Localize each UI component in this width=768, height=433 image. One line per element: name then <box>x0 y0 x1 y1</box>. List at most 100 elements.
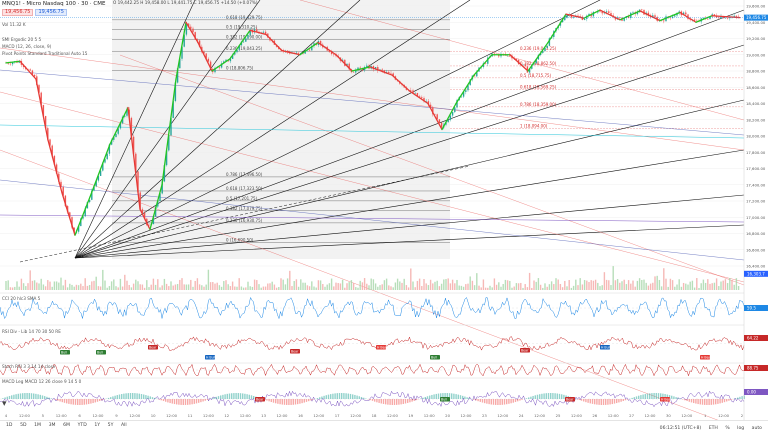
volume-bar <box>410 268 411 290</box>
macd-histogram-bar <box>436 394 437 399</box>
macd-histogram-bar <box>290 399 291 405</box>
macd-histogram-bar <box>301 399 302 403</box>
cci-pane-label[interactable]: CCI 20 hlc3 SMA 5 <box>2 297 40 301</box>
volume-bar <box>569 280 570 290</box>
indicator-legend-1[interactable]: SMI Ergodic 20 5 5 <box>2 38 41 42</box>
macd-histogram-bar <box>354 395 355 399</box>
range-ytd[interactable]: YTD <box>78 424 87 429</box>
volume-bar <box>500 287 501 290</box>
volume-bar <box>188 284 189 290</box>
macd-pane-label[interactable]: MACD Leg MACD 12 26 close 9 14 5 0 <box>2 380 81 384</box>
range-3m[interactable]: 3M <box>49 424 56 429</box>
volume-bar <box>318 280 319 290</box>
rsi-pane-label[interactable]: RSI Div - Lib 14 70 30 50 RE <box>2 330 61 334</box>
time-tick-label: 12:00 <box>166 413 178 418</box>
volume-bar <box>650 284 651 290</box>
time-tick-label: 12:00 <box>645 413 657 418</box>
log-toggle[interactable]: log <box>737 427 744 432</box>
macd-histogram-bar <box>174 399 175 404</box>
macd-histogram-bar <box>612 399 613 404</box>
volume-bar <box>604 272 605 290</box>
macd-histogram-bar <box>649 393 650 399</box>
macd-histogram-bar <box>541 394 542 399</box>
auto-toggle[interactable]: auto <box>752 427 762 432</box>
macd-histogram-bar <box>187 399 188 405</box>
buy-button[interactable]: 19,456.75 <box>35 9 66 16</box>
pane-value-label: 88.75 <box>747 366 759 371</box>
volume-bar <box>426 283 427 290</box>
macd-histogram-bar <box>46 397 47 399</box>
macd-histogram-bar <box>90 399 91 404</box>
macd-histogram-bar <box>330 394 331 399</box>
volume-bar <box>646 283 647 290</box>
macd-histogram-bar <box>506 399 507 404</box>
volume-bar <box>74 287 75 290</box>
volume-bar <box>531 288 532 290</box>
volume-bar <box>637 281 638 290</box>
volume-bar <box>487 288 488 290</box>
macd-histogram-bar <box>422 398 423 399</box>
range-1y[interactable]: 1Y <box>94 424 100 429</box>
volume-bar <box>276 288 277 290</box>
indicator-legend-3[interactable]: Pivot Points Standard Traditional Auto 1… <box>2 52 87 56</box>
macd-histogram-bar <box>535 395 536 399</box>
macd-histogram-bar <box>609 399 610 404</box>
volume-bar <box>252 287 253 290</box>
volume-bar <box>654 276 655 290</box>
price-tick-label: 18,000.00 <box>746 134 766 139</box>
volume-bar <box>113 279 114 290</box>
macd-histogram-bar <box>557 393 558 399</box>
range-6m[interactable]: 6M <box>63 424 70 429</box>
tradingview-logo-icon[interactable]: ▾ <box>2 399 7 409</box>
fib-level-label: 0.236 (16,930.75) <box>226 218 263 223</box>
volume-bar <box>342 280 343 290</box>
volume-bar <box>408 287 409 290</box>
volume-bar <box>192 287 193 290</box>
macd-histogram-bar <box>165 399 166 402</box>
stoch-pane-label[interactable]: Stoch RSI 3 3 14 14 close <box>2 365 55 369</box>
time-tick-label: 12:00 <box>313 413 325 418</box>
macd-histogram-bar <box>704 399 705 405</box>
range-all[interactable]: All <box>121 424 127 429</box>
time-tick-label: 12:00 <box>240 413 252 418</box>
macd-histogram-bar <box>343 393 344 399</box>
macd-histogram-bar <box>361 397 362 399</box>
macd-histogram-bar <box>75 399 76 405</box>
indicator-legend-2[interactable]: MACD (12, 26, close, 9) <box>2 45 51 49</box>
range-5d[interactable]: 5D <box>20 424 26 429</box>
range-1d[interactable]: 1D <box>6 424 12 429</box>
macd-histogram-bar <box>741 396 742 399</box>
macd-histogram-bar <box>513 399 514 403</box>
session-clock[interactable]: 06:12:51 (UTC+8) ETH % log auto <box>660 424 762 432</box>
macd-histogram-bar <box>455 394 456 399</box>
volume-legend[interactable]: Vol 11.32 K <box>2 23 26 27</box>
range-5y[interactable]: 5Y <box>108 424 114 429</box>
range-1m[interactable]: 1M <box>34 424 41 429</box>
volume-bar <box>102 270 103 290</box>
volume-bar <box>170 281 171 290</box>
volume-bar <box>729 278 730 290</box>
macd-histogram-bar <box>130 393 131 399</box>
volume-bar <box>626 284 627 290</box>
volume-bar <box>575 280 576 290</box>
sell-button[interactable]: 19,456.75 <box>2 9 33 16</box>
macd-histogram-bar <box>482 399 483 403</box>
macd-histogram-bar <box>121 394 122 399</box>
volume-bar <box>584 280 585 290</box>
volume-bar <box>443 279 444 290</box>
candle-body <box>10 64 11 65</box>
price-tick-label: 16,800.00 <box>746 231 766 236</box>
volume-bar <box>104 281 105 290</box>
macd-histogram-bar <box>317 398 318 399</box>
symbol-title[interactable]: MNQ1! - Micro Nasdaq 100 · 30 · CME <box>2 2 105 8</box>
volume-bar <box>714 283 715 290</box>
volume-bar <box>663 268 664 290</box>
eth-toggle[interactable]: ETH <box>709 427 718 432</box>
macd-histogram-bar <box>240 393 241 399</box>
macd-histogram-bar <box>352 394 353 399</box>
macd-histogram-bar <box>438 394 439 399</box>
percent-toggle[interactable]: % <box>725 427 729 432</box>
